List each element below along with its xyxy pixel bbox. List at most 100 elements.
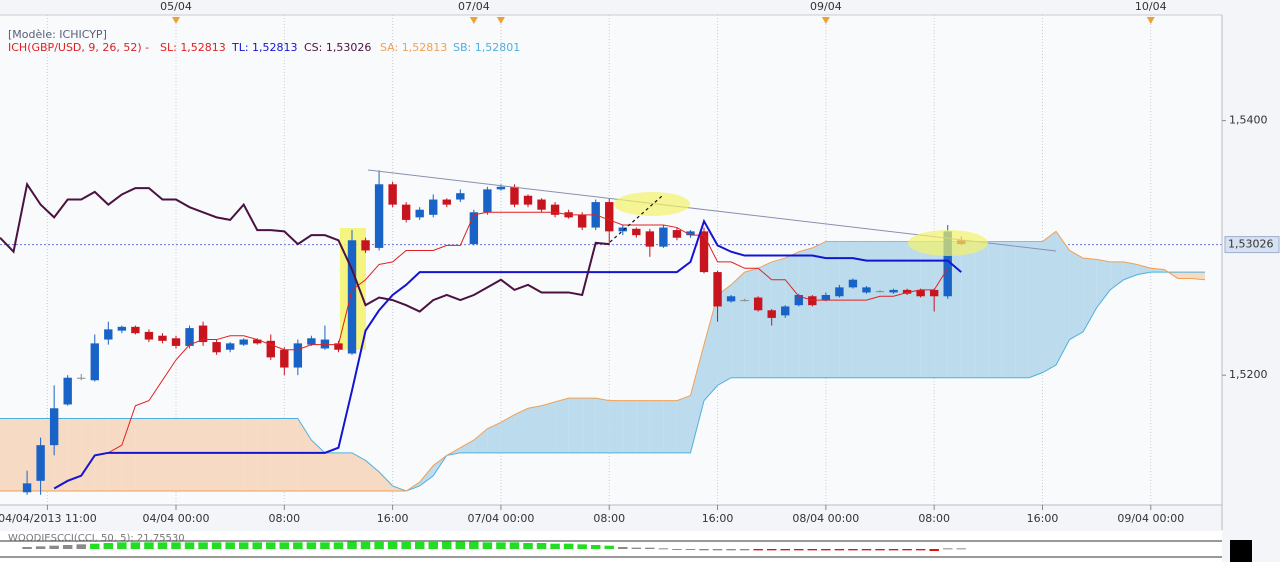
candle-body (49, 408, 59, 446)
x-tick-label: 08:00 (918, 512, 950, 525)
cloud-segment (514, 408, 529, 453)
cloud-segment (203, 418, 217, 491)
indicator-bar (672, 549, 682, 550)
cloud-segment (162, 418, 177, 491)
candle-body (618, 227, 627, 232)
candle-body (388, 184, 397, 205)
event-marker (1146, 17, 1155, 24)
candle-body (632, 228, 641, 236)
highlight-ellipse (908, 230, 988, 256)
candle-body (767, 310, 776, 318)
indicator-bar (739, 549, 750, 551)
cloud-segment (0, 418, 14, 491)
top-tick-label: 05/04 (160, 0, 192, 13)
candle-body (902, 289, 912, 294)
cloud-segment (189, 418, 204, 491)
x-tick-label: 08:00 (268, 512, 300, 525)
indicator-bar (631, 547, 642, 549)
candle-body (307, 338, 316, 345)
indicator-bar (794, 549, 804, 551)
indicator-bar (22, 547, 32, 549)
indicator-bar (577, 544, 587, 549)
candle-body (469, 212, 479, 245)
candle-body (144, 331, 154, 340)
candle-body (90, 343, 99, 381)
cloud-segment (582, 398, 596, 453)
candle-body (875, 291, 885, 293)
candle-body (320, 339, 330, 349)
indicator-bar (90, 543, 100, 549)
indicator-bar (306, 542, 317, 549)
indicator-bar (590, 545, 601, 549)
candle-body (483, 189, 492, 213)
cloud-segment (230, 418, 244, 491)
indicator-bar (360, 541, 371, 549)
candle-body (672, 230, 682, 238)
legend-entry: SA: 1,52813 (380, 41, 447, 54)
indicator-bar (117, 542, 127, 549)
indicator-bar (942, 548, 953, 550)
x-tick-label: 08/04 00:00 (792, 512, 859, 525)
cloud-segment (825, 241, 840, 378)
cloud-segment (744, 268, 759, 378)
indicator-bar (618, 547, 628, 549)
indicator-bar (238, 542, 249, 549)
candle-body (496, 186, 506, 190)
line-series (0, 181, 610, 313)
candle-body (699, 231, 709, 273)
cloud-segment (595, 398, 610, 453)
candle-body (929, 289, 939, 297)
indicator-bar (821, 549, 831, 551)
y-tick-label: 1,5200 (1229, 368, 1268, 381)
x-tick-label: 16:00 (702, 512, 734, 525)
event-marker (496, 17, 505, 24)
indicator-bar (604, 545, 614, 549)
candle-body (686, 231, 695, 236)
event-marker (821, 17, 830, 24)
cloud-segment (676, 395, 691, 453)
candle-body (158, 335, 167, 341)
candle-body (280, 349, 289, 368)
indicator-bar (766, 549, 777, 551)
axes: 04/04/2013 11:00 04/04 00:00 08:00 16:00 07/… (0, 0, 1280, 525)
cloud-segment (216, 418, 231, 491)
event-marker (172, 17, 181, 24)
indicator-bar (157, 542, 168, 549)
annotations-over (367, 169, 1057, 256)
candle-body (347, 240, 357, 354)
cloud-segment (812, 241, 826, 378)
indicator-label: ICH(GBP/USD, 9, 26, 52) - (8, 41, 149, 54)
indicator-bar (266, 542, 276, 549)
candle-body (550, 204, 560, 215)
top-tick-label: 10/04 (1135, 0, 1167, 13)
legend-entry: CS: 1,53026 (304, 41, 371, 54)
indicator-bar (496, 542, 506, 549)
cloud-segment (568, 398, 583, 453)
cloud-segment (731, 272, 745, 378)
cloud-segment (338, 452, 353, 491)
candle-body (577, 214, 587, 228)
candle-body (848, 279, 858, 288)
candle-body (456, 193, 465, 200)
last-price-box (1224, 236, 1280, 254)
cloud-segment (1191, 272, 1205, 280)
y-tick-label: 1,5400 (1229, 114, 1268, 127)
candle-body (510, 186, 519, 205)
cloud-segment (663, 400, 677, 453)
cloud-segment (717, 284, 732, 386)
cloud-segment (81, 418, 95, 491)
line-series (0, 230, 1205, 492)
indicator-bar (658, 548, 669, 550)
cloud-segment (961, 241, 975, 378)
cloud-segment (1096, 259, 1111, 308)
candle-body (415, 209, 424, 218)
line-series (53, 218, 962, 490)
cloud-segment (798, 247, 813, 378)
cloud-segment (636, 400, 650, 453)
cloud-segment (1042, 231, 1057, 373)
indicator-bar (753, 549, 763, 551)
cloud-segment (1110, 261, 1124, 290)
cloud-segment (1177, 272, 1192, 279)
indicator-bar (509, 542, 520, 549)
